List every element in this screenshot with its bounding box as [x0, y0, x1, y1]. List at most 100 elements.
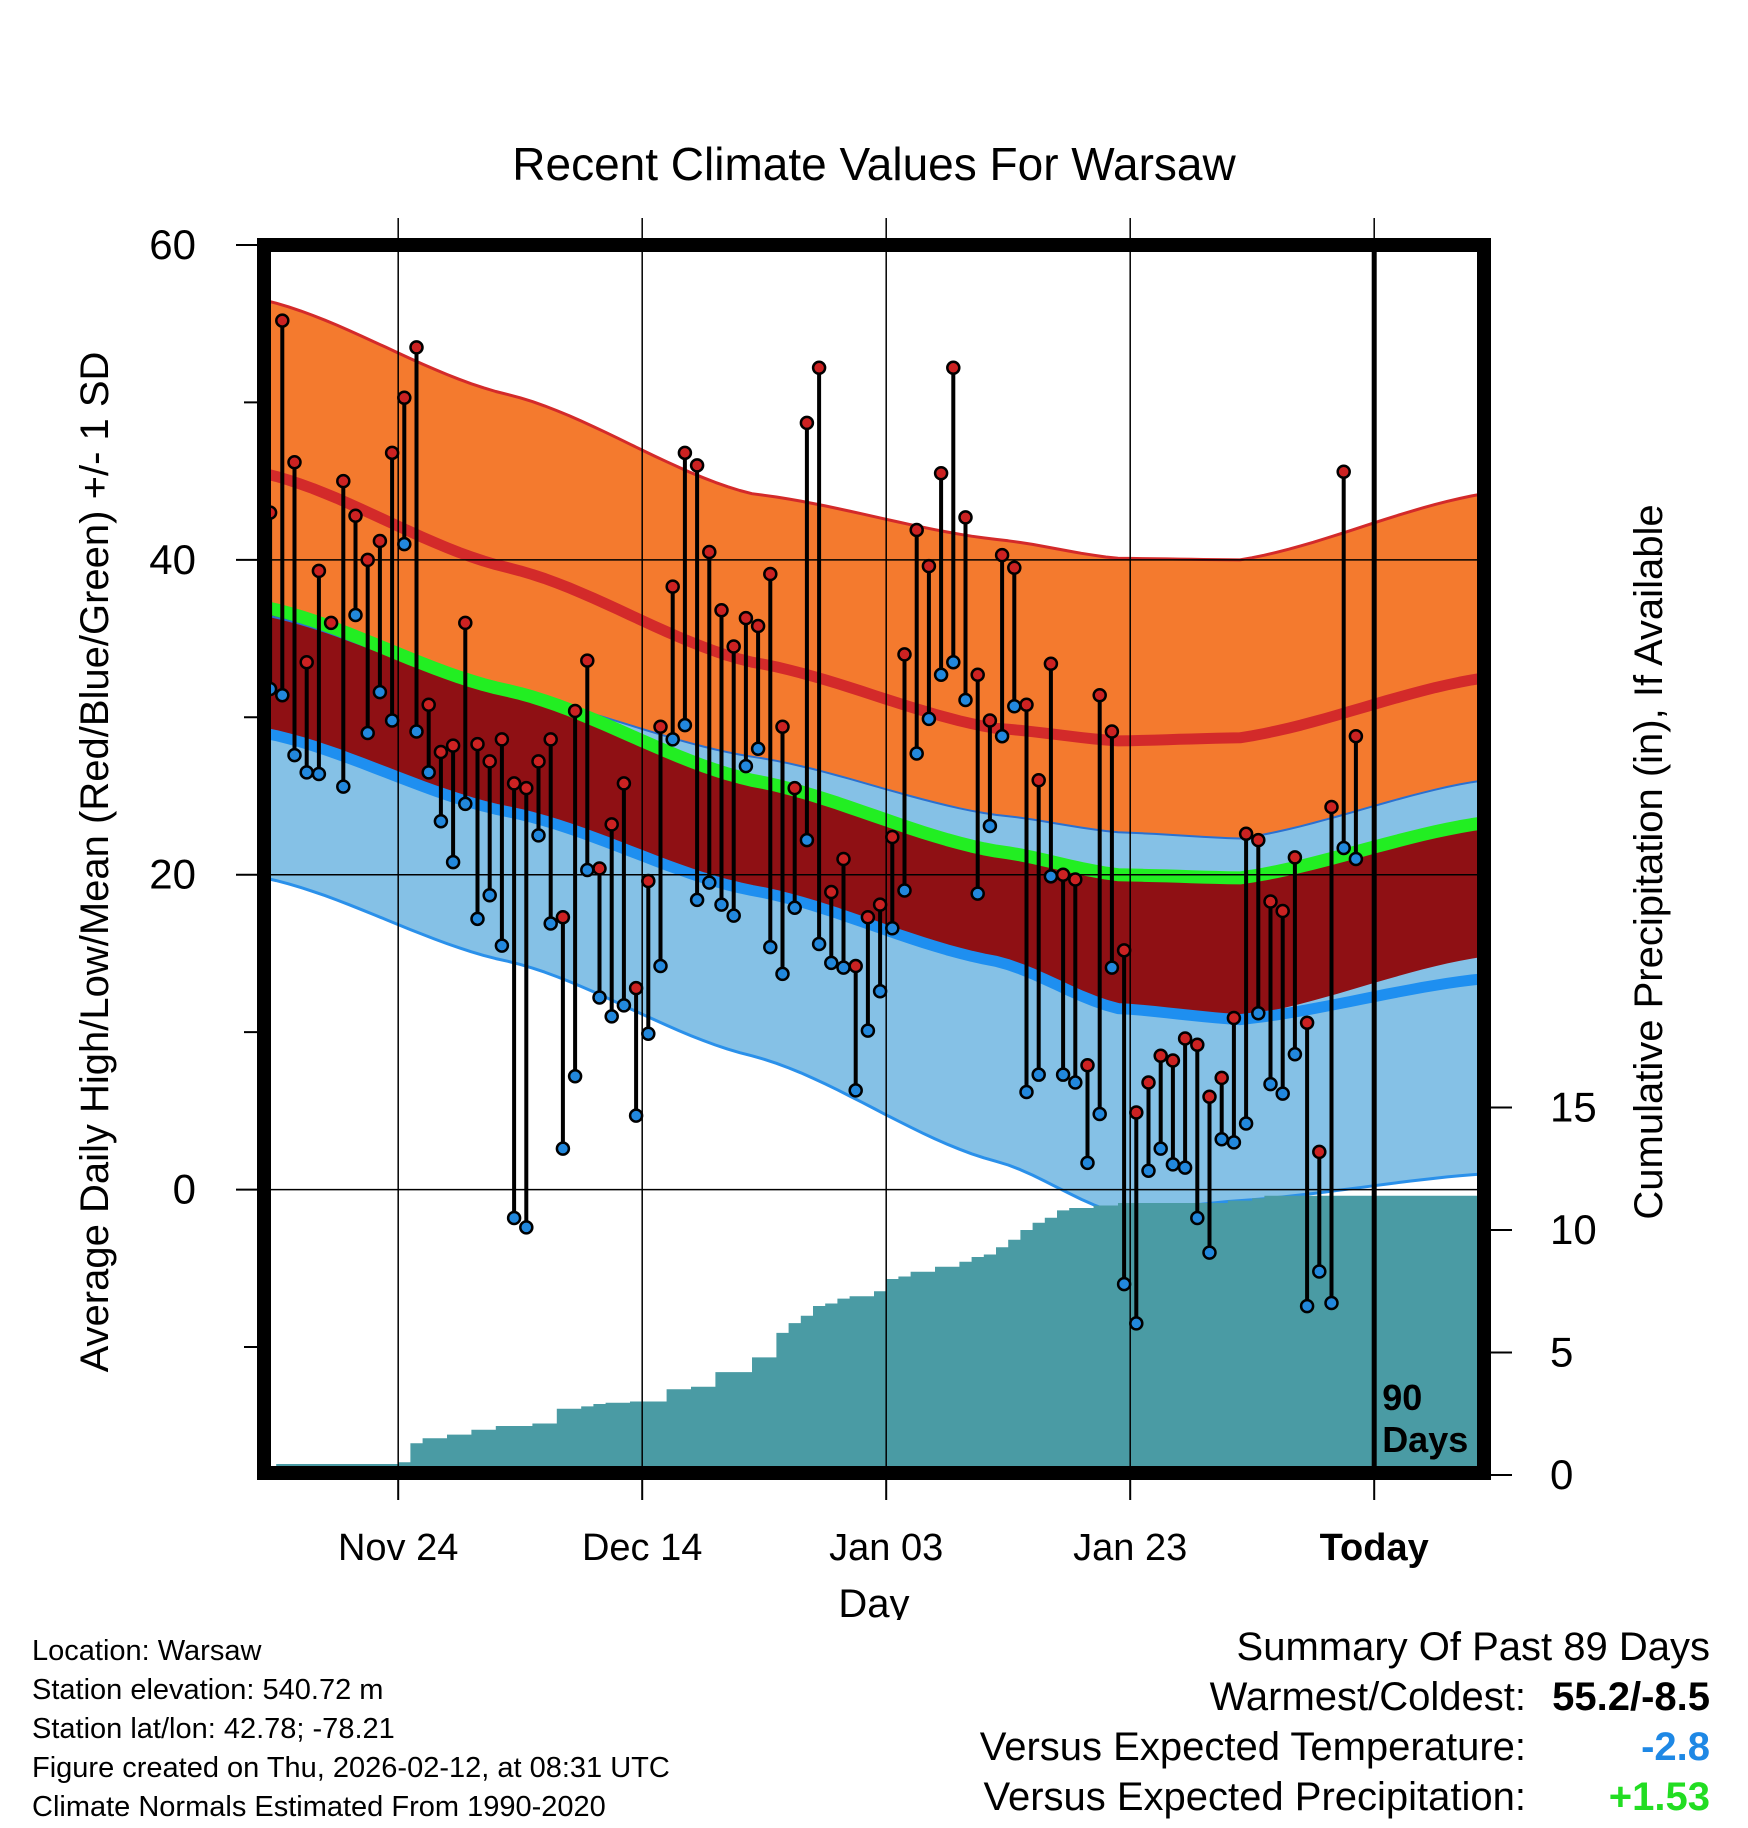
precip-label: Versus Expected Precipitation:: [983, 1775, 1526, 1819]
daily-low-point: [885, 921, 900, 936]
daily-high-point: [1068, 872, 1083, 887]
daily-low-point: [1336, 840, 1351, 856]
daily-high-point: [1299, 1015, 1315, 1030]
daily-low-point: [1263, 1076, 1278, 1092]
daily-high-point: [1043, 656, 1059, 672]
daily-low-point: [665, 732, 680, 747]
location-text: Location: Warsaw: [32, 1635, 262, 1667]
daily-high-point: [1177, 1031, 1193, 1046]
daily-high-point: [1104, 724, 1120, 739]
daily-low-point: [860, 1023, 876, 1038]
daily-high-point: [580, 653, 595, 668]
daily-high-point: [1129, 1105, 1144, 1120]
daily-high-point: [714, 603, 729, 618]
daily-high-point: [958, 510, 973, 525]
daily-high-point: [421, 697, 436, 712]
daily-high-point: [287, 455, 302, 470]
daily-low-point: [677, 717, 693, 733]
daily-low-point: [897, 883, 912, 898]
daily-low-point: [397, 536, 412, 552]
daily-low-point: [738, 758, 754, 774]
summary-panel: Summary Of Past 89 Days Warmest/Coldest:…: [980, 1622, 1710, 1822]
daily-high-point: [1190, 1037, 1205, 1053]
daily-low-point: [1043, 869, 1059, 884]
daily-low-point: [384, 713, 400, 728]
daily-high-point: [1165, 1053, 1181, 1068]
daily-low-point: [714, 897, 729, 912]
temp-label: Versus Expected Temperature:: [979, 1725, 1526, 1769]
daily-high-point: [409, 340, 424, 355]
daily-low-point: [653, 958, 668, 974]
daily-low-point: [921, 711, 937, 727]
elevation-text: Station elevation: 540.72 m: [32, 1674, 384, 1706]
daily-high-point: [763, 566, 778, 582]
daily-high-point: [702, 544, 717, 560]
normals-layer: [264, 298, 1484, 1473]
daily-low-point: [1019, 1084, 1034, 1100]
daily-low-point: [519, 1220, 534, 1235]
daily-low-point: [1141, 1163, 1156, 1178]
daily-high-point: [628, 980, 644, 996]
daily-low-point: [421, 765, 436, 780]
daily-high-point: [909, 522, 924, 538]
daily-low-point: [1275, 1086, 1290, 1101]
daily-low-point: [1202, 1245, 1217, 1260]
daily-low-point: [531, 828, 546, 843]
daily-low-point: [1238, 1116, 1254, 1131]
daily-high-point: [531, 754, 546, 769]
daily-high-point: [1324, 799, 1339, 815]
today-days-number: 90: [1382, 1377, 1422, 1418]
daily-low-point: [763, 939, 778, 955]
daily-low-point: [836, 960, 851, 975]
daily-low-point: [970, 886, 985, 901]
daily-high-point: [946, 360, 961, 376]
daily-high-point: [1263, 894, 1278, 909]
daily-high-point: [592, 861, 607, 876]
daily-low-point: [604, 1009, 619, 1024]
daily-low-point: [1007, 699, 1022, 714]
daily-low-point: [311, 766, 327, 782]
daily-low-point: [702, 875, 717, 890]
daily-high-point: [299, 654, 314, 670]
daily-high-point: [897, 647, 912, 662]
daily-high-point: [543, 732, 558, 747]
daily-low-point: [616, 998, 632, 1013]
daily-low-point: [994, 728, 1010, 744]
daily-high-point: [1312, 1144, 1327, 1160]
daily-low-point: [799, 832, 815, 848]
daily-high-point: [1019, 697, 1034, 712]
y-tick-label: 40: [149, 536, 196, 583]
daily-high-point: [885, 829, 900, 845]
daily-high-point: [872, 897, 888, 912]
daily-low-point: [1177, 1160, 1193, 1175]
y-tick-label: 60: [149, 221, 196, 268]
daily-high-point: [275, 313, 290, 328]
daily-low-point: [470, 911, 485, 927]
daily-high-point: [433, 744, 449, 760]
daily-low-point: [1031, 1067, 1046, 1082]
daily-high-point: [775, 719, 790, 735]
daily-high-point: [1116, 943, 1132, 958]
daily-low-point: [360, 725, 375, 741]
daily-high-point: [933, 466, 949, 481]
daily-high-point: [482, 754, 497, 769]
daily-low-point: [1080, 1155, 1095, 1171]
daily-low-point: [336, 779, 351, 794]
today-days-label: Days: [1382, 1419, 1468, 1460]
temp-value: -2.8: [1641, 1725, 1710, 1769]
daily-low-point: [1226, 1135, 1242, 1150]
y-tick-label: 20: [149, 851, 196, 898]
latlon-text: Station lat/lon: 42.78; -78.21: [32, 1713, 395, 1745]
daily-low-point: [348, 607, 363, 623]
daily-high-point: [689, 458, 705, 473]
daily-high-point: [641, 873, 656, 889]
daily-low-point: [982, 818, 998, 834]
daily-low-point: [811, 936, 827, 952]
daily-high-point: [665, 579, 680, 594]
daily-low-point: [933, 667, 949, 683]
daily-low-point: [275, 688, 290, 703]
daily-high-point: [1275, 903, 1290, 919]
precipitation-area: [276, 1195, 1484, 1473]
daily-high-point: [506, 776, 522, 791]
y2-axis-label: Cumulative Precipitation (in), If Availa…: [1627, 504, 1671, 1219]
